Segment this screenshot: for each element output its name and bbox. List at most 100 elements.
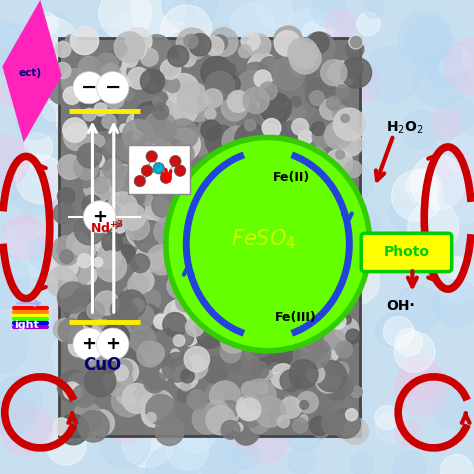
- Circle shape: [214, 277, 237, 300]
- Circle shape: [242, 228, 255, 242]
- Circle shape: [151, 226, 159, 235]
- Circle shape: [136, 242, 165, 271]
- Circle shape: [150, 84, 158, 91]
- Circle shape: [181, 290, 206, 314]
- Circle shape: [351, 212, 364, 225]
- Circle shape: [193, 174, 210, 191]
- Circle shape: [90, 381, 123, 414]
- Circle shape: [222, 164, 237, 179]
- Circle shape: [256, 382, 268, 394]
- Circle shape: [298, 247, 327, 276]
- Circle shape: [273, 397, 309, 434]
- Circle shape: [216, 403, 236, 423]
- Circle shape: [106, 264, 128, 287]
- Circle shape: [146, 151, 157, 162]
- Circle shape: [79, 267, 97, 284]
- Circle shape: [265, 176, 279, 190]
- Circle shape: [57, 237, 81, 261]
- Circle shape: [439, 96, 474, 132]
- Circle shape: [246, 283, 275, 312]
- Circle shape: [154, 314, 168, 329]
- Circle shape: [346, 329, 360, 343]
- Circle shape: [57, 257, 80, 280]
- Circle shape: [125, 378, 148, 401]
- Circle shape: [119, 203, 146, 230]
- Circle shape: [48, 78, 75, 104]
- Circle shape: [74, 132, 97, 154]
- Circle shape: [168, 119, 198, 149]
- Circle shape: [135, 102, 166, 134]
- Circle shape: [101, 193, 110, 202]
- Circle shape: [117, 311, 138, 333]
- Circle shape: [339, 292, 355, 308]
- Circle shape: [176, 28, 208, 60]
- Circle shape: [221, 401, 239, 419]
- Circle shape: [342, 236, 368, 262]
- Text: $\mathit{FeSO_4}$: $\mathit{FeSO_4}$: [230, 228, 296, 251]
- Circle shape: [252, 202, 262, 212]
- Circle shape: [117, 384, 138, 406]
- Circle shape: [165, 299, 191, 325]
- Circle shape: [383, 317, 414, 347]
- Circle shape: [83, 201, 116, 233]
- Circle shape: [206, 383, 224, 402]
- Circle shape: [206, 205, 228, 227]
- Circle shape: [152, 193, 177, 218]
- Circle shape: [122, 47, 153, 79]
- Circle shape: [94, 103, 107, 116]
- Circle shape: [91, 232, 111, 252]
- Circle shape: [0, 28, 17, 49]
- Circle shape: [182, 90, 213, 121]
- Circle shape: [88, 343, 116, 371]
- Circle shape: [249, 231, 274, 256]
- Circle shape: [329, 399, 363, 433]
- Circle shape: [73, 81, 94, 101]
- Circle shape: [234, 421, 258, 445]
- Circle shape: [302, 69, 355, 122]
- Circle shape: [324, 257, 343, 277]
- Circle shape: [128, 109, 163, 143]
- Circle shape: [77, 254, 91, 268]
- Circle shape: [101, 204, 109, 212]
- Circle shape: [437, 256, 474, 302]
- Circle shape: [52, 236, 81, 265]
- Circle shape: [272, 323, 292, 344]
- Circle shape: [78, 410, 109, 442]
- Circle shape: [243, 87, 269, 113]
- Circle shape: [201, 120, 221, 140]
- Circle shape: [199, 200, 207, 207]
- Circle shape: [207, 229, 240, 262]
- Ellipse shape: [166, 137, 370, 351]
- Circle shape: [336, 341, 353, 358]
- Circle shape: [160, 228, 186, 254]
- Circle shape: [314, 167, 338, 192]
- Circle shape: [285, 8, 337, 61]
- Circle shape: [291, 327, 306, 342]
- Circle shape: [153, 97, 162, 106]
- Circle shape: [306, 252, 316, 262]
- Circle shape: [211, 282, 235, 306]
- Circle shape: [336, 85, 349, 98]
- Circle shape: [145, 155, 177, 188]
- Circle shape: [211, 283, 231, 303]
- Circle shape: [258, 134, 275, 151]
- Circle shape: [256, 67, 300, 110]
- Circle shape: [255, 396, 285, 427]
- Circle shape: [111, 385, 143, 417]
- Circle shape: [175, 177, 195, 197]
- Circle shape: [102, 114, 117, 129]
- Circle shape: [197, 434, 244, 474]
- Circle shape: [234, 208, 267, 240]
- Circle shape: [124, 133, 169, 178]
- Circle shape: [265, 120, 287, 142]
- Circle shape: [224, 218, 249, 243]
- Circle shape: [191, 137, 227, 173]
- Circle shape: [82, 195, 101, 214]
- Circle shape: [346, 40, 364, 58]
- Circle shape: [437, 152, 474, 207]
- Circle shape: [323, 181, 338, 196]
- Circle shape: [288, 38, 318, 68]
- Text: +: +: [105, 335, 120, 353]
- Circle shape: [291, 398, 321, 428]
- Circle shape: [293, 315, 313, 335]
